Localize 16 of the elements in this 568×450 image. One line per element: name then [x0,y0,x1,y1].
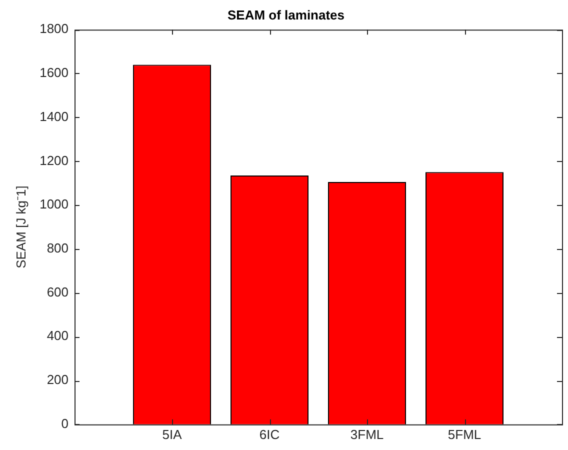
y-tick-label: 200 [46,372,69,388]
chart-title: SEAM of laminates [227,7,345,22]
y-tick-label: 400 [46,328,69,344]
y-axis-title: SEAM [J kg⁻1] [13,186,28,268]
y-tick-label: 1600 [40,65,69,80]
y-tick-label: 600 [46,284,69,300]
y-tick-label: 800 [46,240,69,256]
x-tick-label: 5IA [162,426,182,442]
y-tick-label: 1400 [40,108,69,124]
x-tick-label: 6IC [259,426,280,442]
x-tick-label: 5FML [448,426,482,442]
y-tick-label: 1200 [40,152,69,168]
y-tick-label: 1000 [40,196,69,212]
y-tick-label: 1800 [40,21,69,36]
y-tick-label: 0 [61,416,69,431]
x-tick-label: 3FML [350,426,384,442]
